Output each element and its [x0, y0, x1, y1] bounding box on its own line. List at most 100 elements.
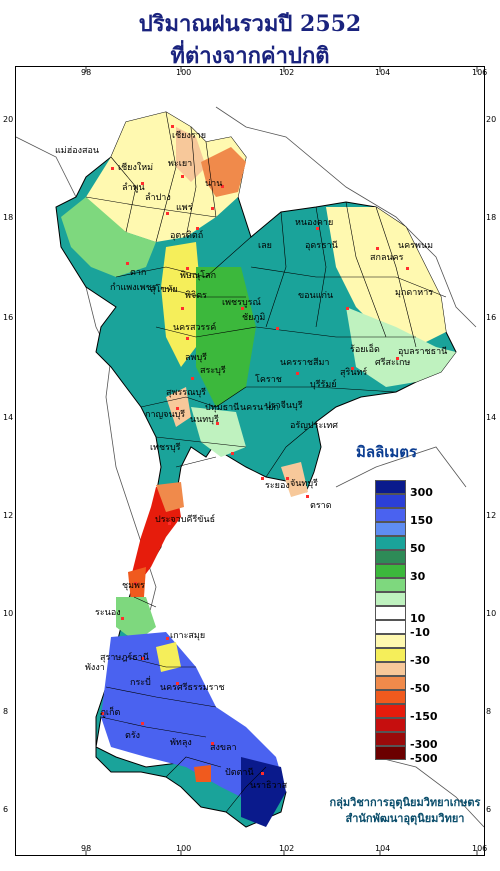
- legend-title: มิลลิเมตร: [356, 443, 418, 461]
- place-label: ตราด: [310, 501, 332, 511]
- zone-peninsula-orange: [156, 482, 184, 512]
- place-label: กำแพงเพชร: [110, 283, 157, 293]
- legend-label: 300: [410, 486, 433, 499]
- legend-label: 150: [410, 514, 433, 527]
- place-label: มุกดาหาร: [395, 288, 434, 298]
- lat-tick-left: 18: [3, 213, 14, 222]
- place-label: ร้อยเอ็ด: [350, 345, 380, 355]
- place-label: นครพนม: [398, 241, 434, 251]
- place-label: ตรัง: [125, 731, 141, 741]
- place-label: น่าน: [205, 179, 223, 189]
- credit-line-1: กลุ่มวิชาการอุตุนิยมวิทยาเกษตร: [329, 796, 481, 809]
- place-label: ตาก: [130, 268, 147, 278]
- zone-bangkok-light: [191, 407, 246, 457]
- legend-swatch: [375, 690, 406, 704]
- lon-tick-top: 104: [375, 68, 391, 77]
- lat-tick-right: 10: [486, 609, 497, 618]
- place-label: อุดรธานี: [305, 241, 338, 251]
- legend-swatch: [375, 536, 406, 550]
- place-label: ปัตตานี: [225, 768, 254, 778]
- lon-tick-top: 106: [472, 68, 488, 77]
- legend-label: 10: [410, 612, 426, 625]
- place-label: ขอนแก่น: [298, 291, 334, 301]
- lon-tick-bottom: 102: [279, 844, 295, 853]
- legend-swatch: [375, 578, 406, 592]
- legend-label: 30: [410, 570, 426, 583]
- place-label: พังงา: [85, 663, 105, 673]
- lon-tick-bottom: 100: [176, 844, 192, 853]
- legend-swatch: [375, 662, 406, 676]
- place-label: สุพรรณบุรี: [166, 388, 206, 398]
- legend-swatch: [375, 746, 406, 760]
- place-label: นครราชสีมา: [280, 358, 330, 368]
- place-label: ภูเก็ต: [100, 708, 121, 718]
- lat-tick-right: 6: [486, 805, 492, 814]
- legend-label: -30: [410, 654, 430, 667]
- zone-south-light: [116, 597, 156, 642]
- place-label: เชียงราย: [172, 131, 207, 141]
- lat-tick-left: 12: [3, 511, 14, 520]
- place-label: เกาะสมุย: [170, 631, 206, 641]
- place-label: ชัยภูมิ: [242, 313, 266, 323]
- legend-swatch: [375, 480, 406, 494]
- map-subtitle: ที่ต่างจากค่าปกติ: [170, 43, 330, 69]
- lat-tick-right: 8: [486, 707, 492, 716]
- place-label: นครสวรรค์: [173, 323, 217, 333]
- place-label: เพชรบูรณ์: [222, 298, 261, 308]
- place-label: ประจวบคีรีขันธ์: [155, 515, 216, 525]
- lat-tick-left: 6: [3, 805, 9, 814]
- lat-tick-left: 20: [3, 115, 14, 124]
- legend-swatch: [375, 508, 406, 522]
- place-label: จันทบุรี: [290, 479, 318, 489]
- legend-swatch: [375, 620, 406, 634]
- place-label: สุโขทัย: [150, 285, 178, 295]
- grid-ticks: [85, 67, 478, 855]
- place-label: กาญจนบุรี: [145, 410, 186, 420]
- place-label: โคราช: [255, 375, 282, 385]
- lon-tick-bottom: 98: [81, 844, 92, 853]
- lat-tick-right: 14: [486, 413, 497, 422]
- legend-swatch: [375, 676, 406, 690]
- lat-tick-left: 8: [3, 707, 9, 716]
- legend-swatch: [375, 564, 406, 578]
- map-title: ปริมาณฝนรวมปี 2552: [138, 11, 362, 37]
- province-boundaries: [85, 111, 447, 813]
- lat-tick-left: 16: [3, 313, 14, 322]
- place-label: ระนอง: [95, 608, 121, 618]
- zone-nan-orange: [201, 147, 246, 197]
- lat-tick-right: 20: [486, 115, 497, 124]
- lat-tick-left: 14: [3, 413, 14, 422]
- place-label: ระยอง: [265, 481, 290, 491]
- lat-tick-right: 16: [486, 313, 497, 322]
- legend-label: -10: [410, 626, 430, 639]
- place-label: พะเยา: [168, 159, 193, 169]
- place-label: แพร่: [176, 203, 193, 213]
- legend-label: -150: [410, 710, 438, 723]
- map-canvas: [16, 67, 484, 855]
- zone-northeast-light: [346, 307, 456, 387]
- place-label: ลพบุรี: [185, 353, 207, 363]
- place-label: ชุมพร: [122, 581, 145, 591]
- zone-south-deep: [241, 757, 286, 827]
- place-label: พิจิตร: [185, 291, 207, 301]
- neighbor-border-south: [375, 756, 484, 828]
- place-label: เลย: [258, 241, 272, 251]
- zone-songkhla-spot: [194, 765, 211, 782]
- neighbor-border-east: [215, 106, 477, 328]
- zone-east-orange: [281, 462, 308, 497]
- zone-south-blue: [101, 632, 286, 802]
- place-label: บุรีรัมย์: [310, 380, 337, 390]
- place-label: ลำปาง: [145, 193, 171, 203]
- legend-swatch: [375, 522, 406, 536]
- credit-line-2: สำนักพัฒนาอุตุนิยมวิทยา: [345, 812, 465, 825]
- place-label: อรัญประเทศ: [290, 421, 339, 431]
- zone-south-yellow: [156, 642, 181, 672]
- legend-label: -500: [410, 752, 438, 765]
- zone-north-green: [61, 197, 156, 277]
- place-label: เพชรบุรี: [150, 443, 181, 453]
- legend-swatch: [375, 648, 406, 662]
- place-label: พิษณุโลก: [180, 271, 217, 281]
- place-label: สระบุรี: [200, 366, 226, 376]
- lon-tick-top: 98: [81, 68, 92, 77]
- place-label: อุบลราชธานี: [398, 347, 448, 357]
